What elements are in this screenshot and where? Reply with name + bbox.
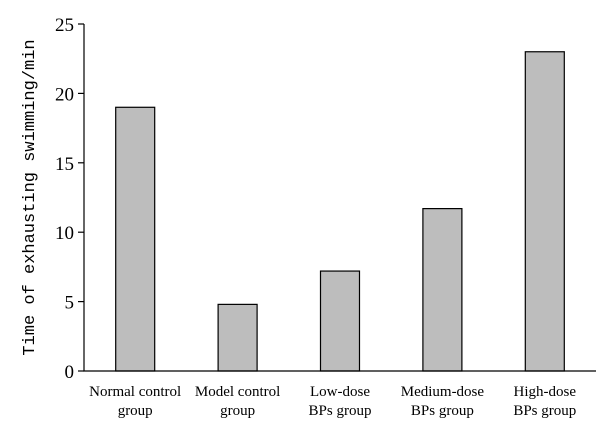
x-category-label: Medium-dose BPs group [401, 384, 485, 419]
y-tick-label: 10 [55, 223, 74, 244]
y-tick-label: 25 [55, 15, 74, 36]
y-tick-label: 5 [65, 293, 75, 314]
y-axis-title: Time of exhausting swimming/min [21, 39, 40, 355]
x-category-label: Normal control group [89, 384, 181, 419]
x-category-label: Low-dose BPs group [309, 384, 372, 419]
bar-2 [319, 270, 361, 372]
bar-0 [115, 106, 156, 372]
bars-group [115, 51, 565, 372]
x-category-label: Model control group [195, 384, 280, 419]
y-tick-label: 0 [65, 362, 75, 383]
y-tick-label: 15 [55, 154, 74, 175]
bar-1 [217, 303, 258, 372]
bar-4 [524, 51, 565, 372]
y-tick-label: 20 [55, 84, 74, 105]
x-category-label: High-dose BPs group [513, 384, 576, 419]
bar-3 [422, 208, 463, 372]
y-ticks-group: 0 5 10 15 20 25 [55, 15, 84, 383]
x-labels-group: Normal control group Model control group Low… [89, 384, 576, 419]
